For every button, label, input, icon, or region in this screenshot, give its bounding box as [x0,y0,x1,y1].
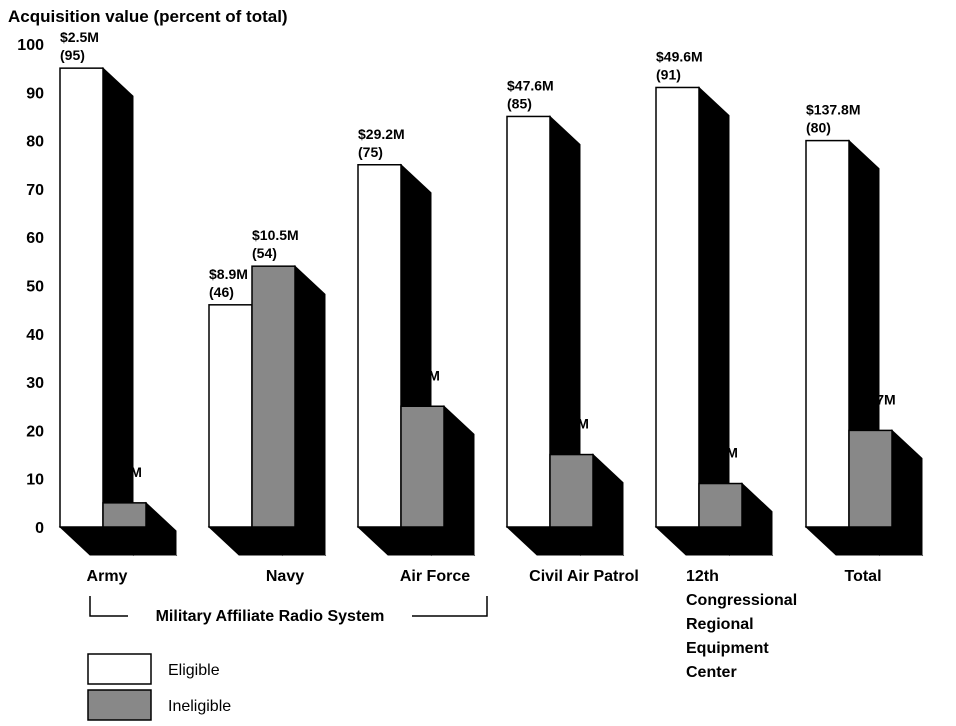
data-label: (95) [60,47,85,63]
bar-ineligible [102,502,147,528]
data-label: $8.1M [550,416,589,432]
y-tick-label: 70 [26,182,44,199]
bar-eligible [357,164,402,528]
data-label: $49.6M [656,48,703,64]
data-label: $33.7M [849,391,896,407]
category-label: Congressional [686,592,797,609]
legend-label-ineligible: Ineligible [168,698,231,715]
data-label: (80) [806,120,831,136]
category-label: Total [844,568,881,585]
data-labels: $2.5M (95) $0.1M (5) $8.9M (46) $10.5M (54) $29.… [60,29,896,498]
category-label: Center [686,664,737,681]
bar-eligible [506,115,551,528]
data-label: (20) [849,409,874,425]
data-label: $10.5M [252,227,299,243]
category-labels: Army Navy Air Force Civil Air Patrol 12th Con… [87,568,882,681]
y-tick-label: 40 [26,327,44,344]
category-label: Civil Air Patrol [529,568,639,585]
bar-ineligible [251,265,296,528]
bar-ineligible [549,453,594,528]
y-tick-label: 100 [17,37,44,54]
bar-ineligible [698,482,743,528]
group-bracket-right [412,596,488,617]
y-axis-ticks: 0 10 20 30 40 50 60 70 80 90 100 [17,37,44,537]
group-label: Military Affiliate Radio System [156,608,385,625]
y-tick-label: 50 [26,279,44,296]
bar-ineligible [848,429,893,528]
data-label: $137.8M [806,102,860,118]
category-label: Regional [686,616,754,633]
data-label: $2.5M [60,29,99,45]
legend: Eligible Ineligible [87,653,231,721]
category-label: Navy [266,568,304,585]
data-label: (54) [252,245,277,261]
bar-eligible [59,67,104,528]
data-label: $9.8M [401,367,440,383]
category-label: Equipment [686,640,769,657]
group-bracket-left [89,596,128,617]
bar-ineligible [400,405,445,528]
y-tick-label: 90 [26,85,44,102]
y-tick-label: 10 [26,472,44,489]
data-label: $0.1M [103,464,142,480]
y-tick-label: 0 [35,520,44,537]
bar-side [294,265,326,557]
bar-eligible [208,304,253,528]
data-label: (46) [209,284,234,300]
data-label: (91) [656,66,681,82]
legend-label-eligible: Eligible [168,662,220,679]
legend-swatch-eligible [87,653,152,685]
data-label: $29.2M [358,126,405,142]
y-tick-label: 20 [26,423,44,440]
legend-swatch-ineligible [87,689,152,721]
data-label: (85) [507,95,532,111]
y-tick-label: 60 [26,230,44,247]
data-label: (9) [699,463,716,479]
bar-eligible [805,139,850,528]
data-label: (5) [103,482,120,498]
bar-eligible [655,86,700,528]
bars [58,66,924,557]
data-label: $5.1M [699,445,738,461]
data-label: $8.9M [209,266,248,282]
data-label: (25) [401,385,426,401]
y-axis-title: Acquisition value (percent of total) [8,7,288,26]
category-label: Army [87,568,128,585]
y-tick-label: 30 [26,375,44,392]
data-label: (15) [550,434,575,450]
y-tick-label: 80 [26,134,44,151]
category-label: Air Force [400,568,470,585]
group-annotation: Military Affiliate Radio System [89,596,488,625]
data-label: (75) [358,144,383,160]
data-label: $47.6M [507,77,554,93]
category-label: 12th [686,568,719,585]
